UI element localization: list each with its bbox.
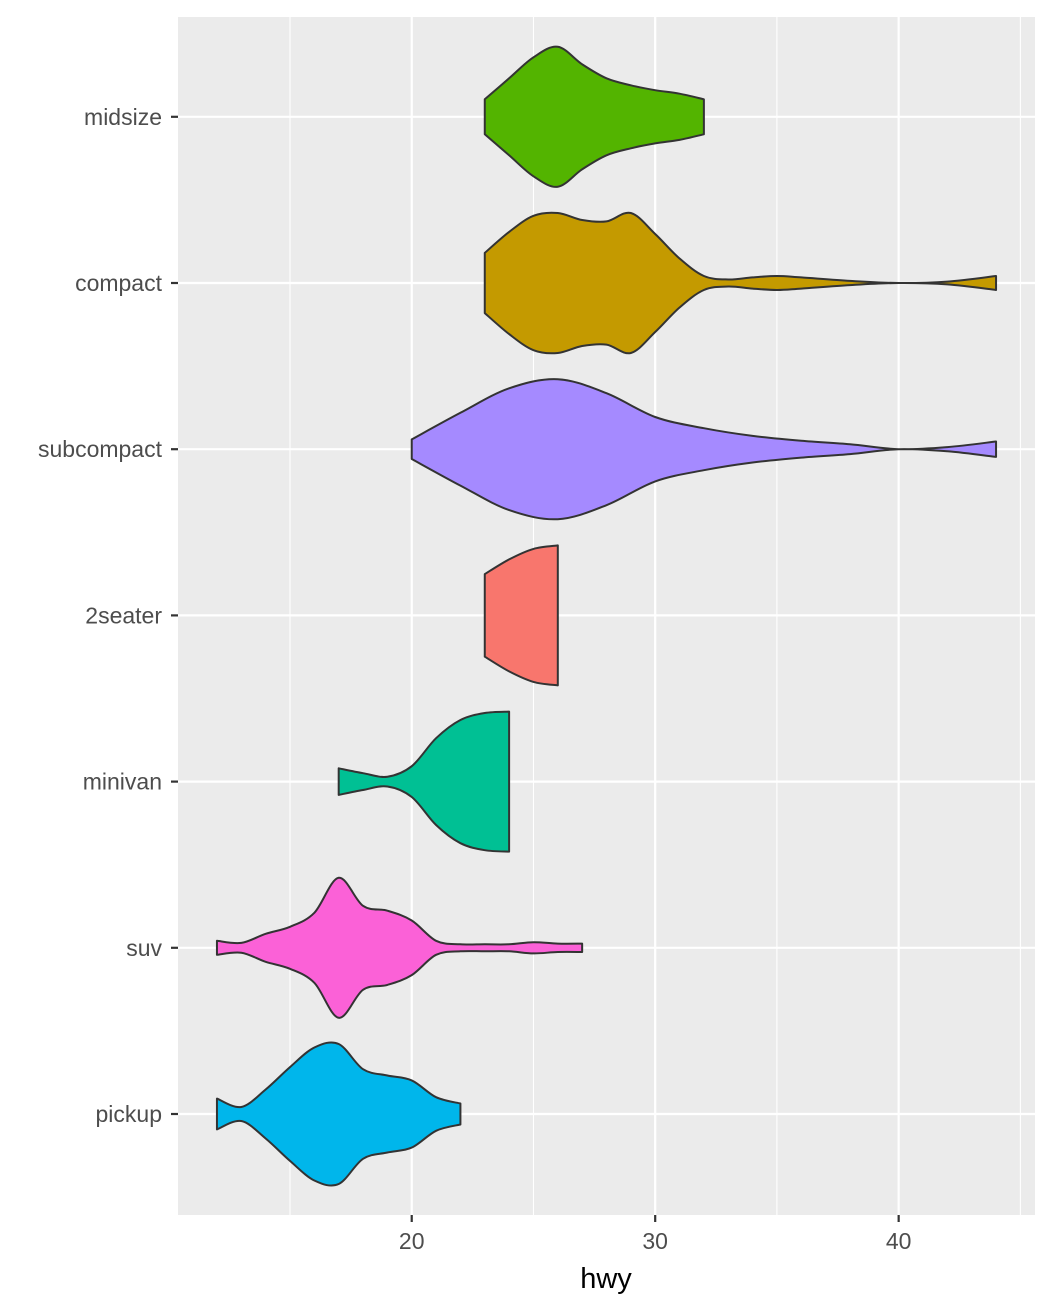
- x-axis: 20 30 40: [399, 1215, 912, 1254]
- x-tick-label: 40: [886, 1228, 912, 1254]
- violins: [215, 45, 998, 1187]
- y-tick-label: compact: [75, 270, 163, 296]
- violin-minivan: [337, 710, 511, 853]
- y-tick-label: 2seater: [85, 602, 162, 628]
- violin-pickup: [215, 1041, 462, 1187]
- y-tick-label: suv: [126, 935, 162, 961]
- y-tick-label: subcompact: [38, 436, 163, 462]
- violin-suv: [215, 876, 584, 1019]
- x-tick-label: 30: [642, 1228, 668, 1254]
- violin-2seater: [483, 544, 559, 687]
- y-axis: pickup suv minivan 2seater subcompact compact…: [38, 104, 178, 1127]
- y-tick-label: minivan: [83, 769, 162, 795]
- violin-compact: [483, 211, 998, 355]
- violin-subcompact: [410, 378, 998, 521]
- x-axis-title: hwy: [580, 1263, 632, 1295]
- violin-midsize: [483, 45, 705, 188]
- y-tick-label: pickup: [96, 1101, 162, 1127]
- x-tick-label: 20: [399, 1228, 425, 1254]
- y-tick-label: midsize: [84, 104, 162, 130]
